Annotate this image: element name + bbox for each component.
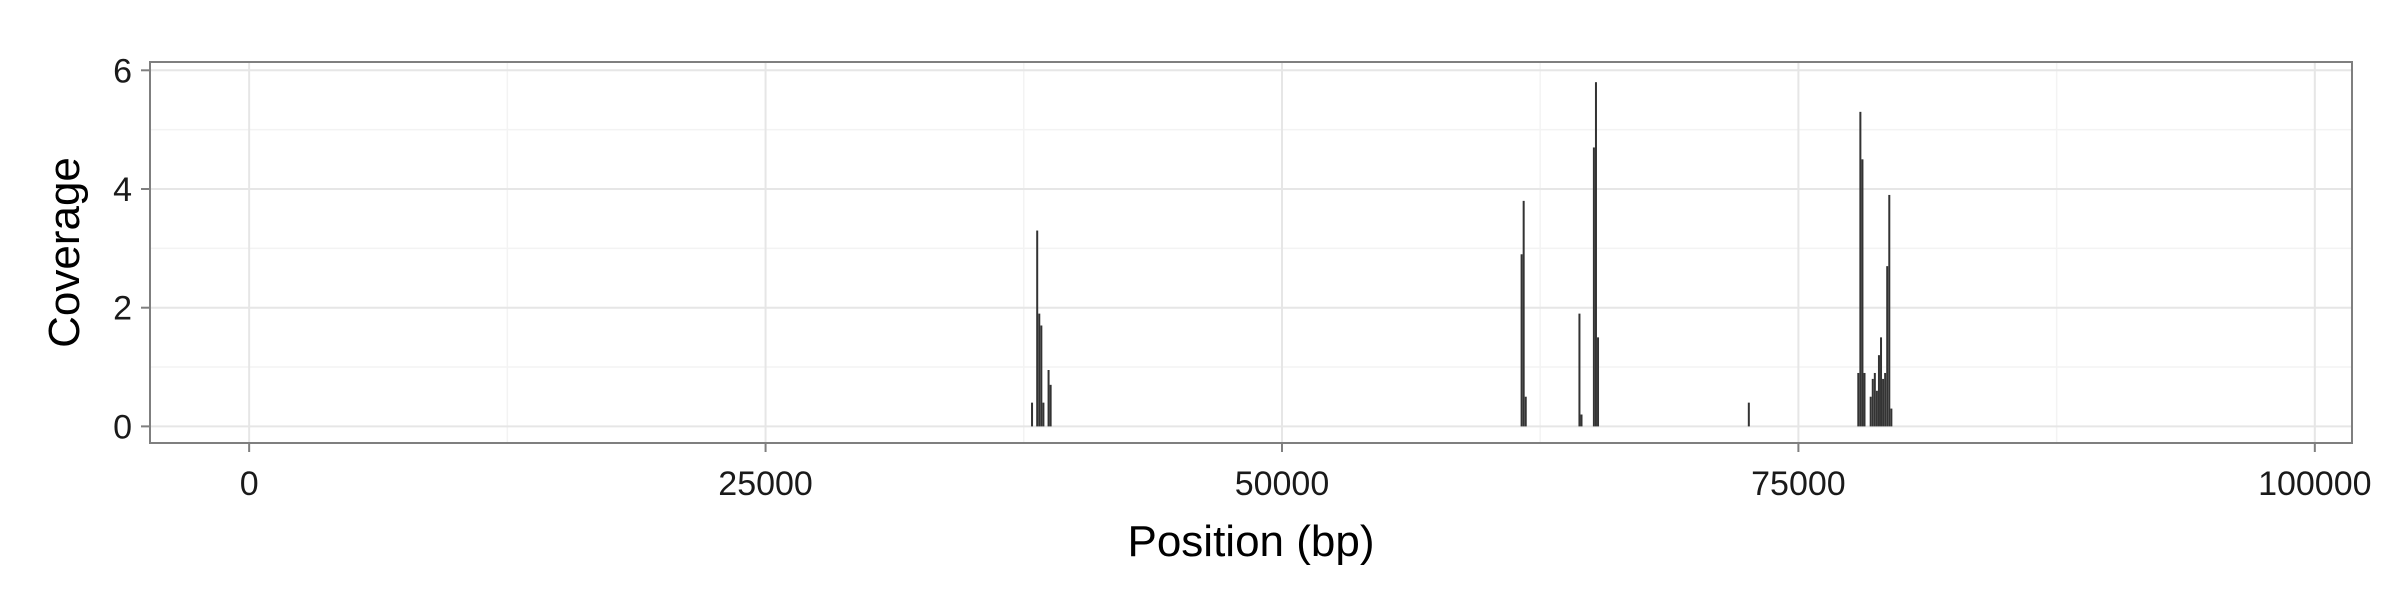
coverage-bar <box>1524 396 1527 427</box>
coverage-bar <box>1036 230 1039 427</box>
y-tick-label: 6 <box>113 52 132 90</box>
coverage-bar <box>1875 390 1878 427</box>
coverage-bar <box>1042 402 1045 427</box>
x-tick-label: 75000 <box>1751 465 1846 503</box>
coverage-bar <box>1884 372 1887 427</box>
major-grid <box>150 62 2352 443</box>
minor-grid <box>150 62 2352 443</box>
coverage-bar <box>1886 266 1889 427</box>
coverage-bar <box>1049 384 1052 427</box>
coverage-bar <box>1890 408 1893 427</box>
x-tick-label: 0 <box>240 465 259 503</box>
coverage-bar <box>1522 200 1525 427</box>
coverage-bar <box>1882 378 1885 427</box>
coverage-bar <box>1594 82 1597 427</box>
coverage-bar <box>1578 313 1581 427</box>
y-tick-label: 4 <box>113 171 132 209</box>
coverage-bar <box>1047 370 1050 427</box>
coverage-bar <box>1597 337 1600 427</box>
coverage-bar <box>1040 325 1043 427</box>
coverage-bar <box>1861 159 1864 427</box>
coverage-bars <box>1031 82 1893 427</box>
coverage-bar <box>1888 194 1891 427</box>
coverage-bar <box>1859 111 1862 427</box>
coverage-bar <box>1880 337 1883 427</box>
x-tick-label: 100000 <box>2258 465 2371 503</box>
coverage-bar <box>1863 372 1866 427</box>
coverage-bar <box>1857 372 1860 427</box>
x-tick-label: 25000 <box>718 465 813 503</box>
coverage-bar <box>1869 396 1872 427</box>
coverage-bar <box>1747 402 1750 427</box>
coverage-bar <box>1871 378 1874 427</box>
plot-panel-border <box>149 61 2353 444</box>
y-axis-ticks: 0 2 4 6 <box>113 52 150 446</box>
x-tick-label: 50000 <box>1235 465 1330 503</box>
y-tick-label: 0 <box>113 408 132 446</box>
coverage-bar <box>1580 414 1583 427</box>
coverage-bar <box>1877 355 1880 427</box>
coverage-bar <box>1038 313 1041 427</box>
coverage-bar <box>1873 372 1876 427</box>
y-axis-title: Coverage <box>40 157 89 348</box>
y-tick-label: 2 <box>113 290 132 328</box>
coverage-bar <box>1031 402 1034 427</box>
x-axis-ticks: 0 25000 50000 75000 100000 <box>240 443 2372 503</box>
coverage-bar <box>1520 254 1523 427</box>
coverage-bar <box>1592 147 1595 427</box>
x-axis-title: Position (bp) <box>1127 517 1374 566</box>
